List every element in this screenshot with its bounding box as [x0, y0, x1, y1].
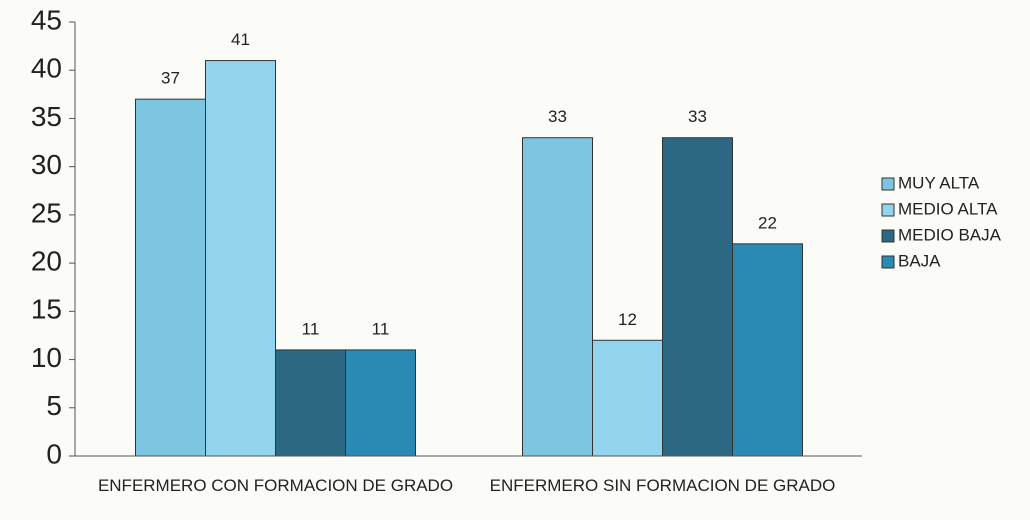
legend-label: MEDIO BAJA [898, 225, 1002, 244]
y-tick-label: 15 [31, 294, 62, 325]
value-label: 41 [231, 30, 250, 49]
legend-swatch [881, 255, 895, 269]
y-tick-label: 30 [31, 149, 62, 180]
legend-swatch [881, 177, 895, 191]
value-label: 37 [161, 69, 180, 88]
legend-swatch [881, 203, 895, 217]
legend-label: MUY ALTA [898, 173, 980, 192]
value-label: 12 [618, 310, 637, 329]
y-tick-label: 40 [31, 53, 62, 84]
y-tick-label: 35 [31, 101, 62, 132]
value-label: 33 [688, 107, 707, 126]
value-label: 11 [302, 319, 320, 338]
y-tick-label: 10 [31, 342, 62, 373]
value-label: 22 [758, 213, 777, 232]
bar [345, 349, 416, 457]
legend-label: MEDIO ALTA [898, 199, 998, 218]
x-tick-label: ENFERMERO SIN FORMACION DE GRADO [489, 476, 836, 495]
y-tick-label: 20 [31, 246, 62, 277]
bar [522, 137, 593, 457]
x-tick-label: ENFERMERO CON FORMACION DE GRADO [97, 476, 454, 495]
legend-swatch [881, 229, 895, 243]
y-tick-label: 45 [31, 4, 62, 35]
bar [732, 243, 803, 457]
legend-label: BAJA [898, 251, 941, 270]
bar [135, 98, 206, 457]
y-tick-label: 5 [46, 390, 62, 421]
bar [592, 339, 663, 457]
bar [205, 60, 276, 457]
bar [662, 137, 733, 457]
bar [275, 349, 346, 457]
value-label: 33 [548, 107, 567, 126]
y-tick-label: 25 [31, 197, 62, 228]
value-label: 11 [372, 319, 390, 338]
y-tick-label: 0 [46, 438, 62, 469]
